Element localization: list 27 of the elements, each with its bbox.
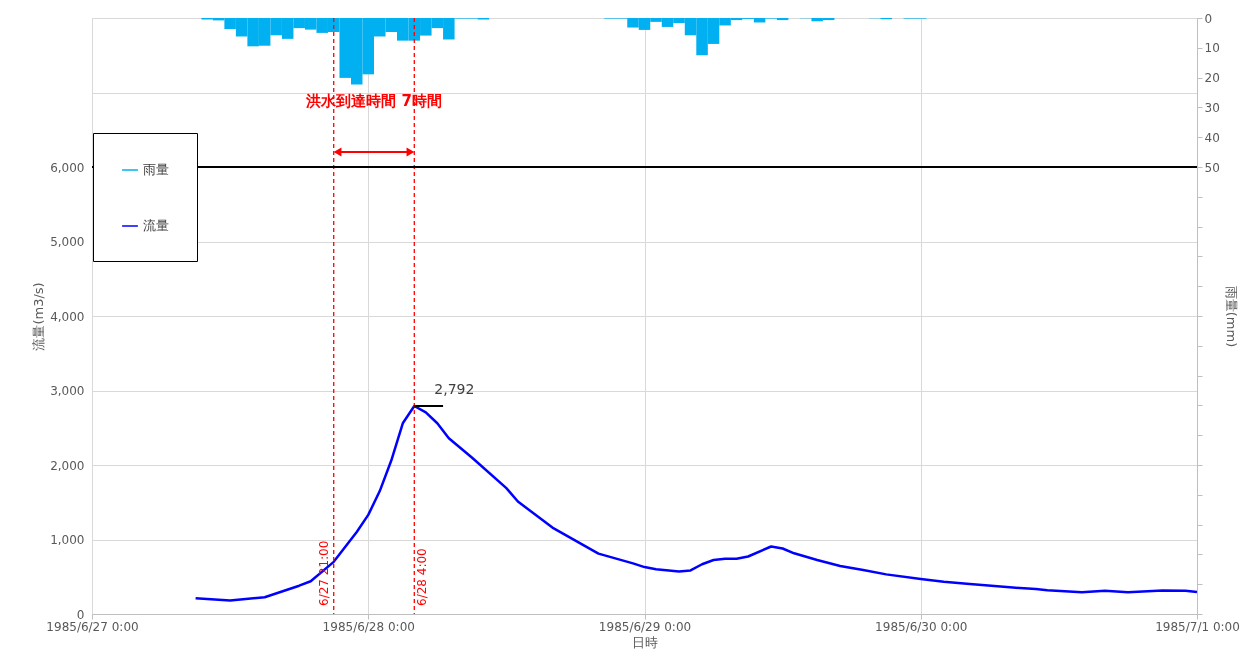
- y2-tick-label: 10: [1204, 41, 1220, 56]
- x-tick-label: 1985/6/29 0:00: [598, 619, 692, 634]
- y-tick-label: 0: [76, 607, 85, 622]
- y2-tick-label: 30: [1204, 100, 1220, 115]
- y-tick-label: 5,000: [50, 235, 85, 249]
- x-tick-label: 1985/6/27 0:00: [46, 619, 139, 634]
- y-tick-label: 2,000: [50, 458, 85, 473]
- annotation: 洪水到達時間 7時間: [305, 92, 442, 110]
- legend-label: 流量: [143, 218, 169, 233]
- annotation: 2,792: [434, 381, 475, 397]
- ref-line-label: 6/28 4:00: [415, 548, 430, 606]
- y-tick-label: 3,000: [50, 384, 85, 398]
- y-tick-label: 4,000: [50, 309, 85, 324]
- x-axis-title: 日時: [632, 634, 658, 650]
- y2-tick-label: 0: [1204, 11, 1213, 26]
- x-tick-label: 1985/7/1 0:00: [1155, 619, 1240, 634]
- y2-axis-title: 雨量(mm): [1223, 285, 1239, 348]
- legend-label: 雨量: [143, 162, 169, 177]
- y2-tick-label: 50: [1204, 160, 1220, 175]
- y2-tick-label: 20: [1204, 71, 1220, 86]
- y-tick-label: 6,000: [50, 160, 85, 175]
- y2-tick-label: 40: [1204, 130, 1220, 145]
- y-tick-label: 1,000: [50, 533, 85, 547]
- x-tick-label: 1985/6/30 0:00: [875, 619, 968, 634]
- ref-line-label: 6/27 21:00: [316, 540, 331, 606]
- y-axis-title: 流量(m3/s): [31, 282, 47, 351]
- x-tick-label: 1985/6/28 0:00: [322, 619, 415, 634]
